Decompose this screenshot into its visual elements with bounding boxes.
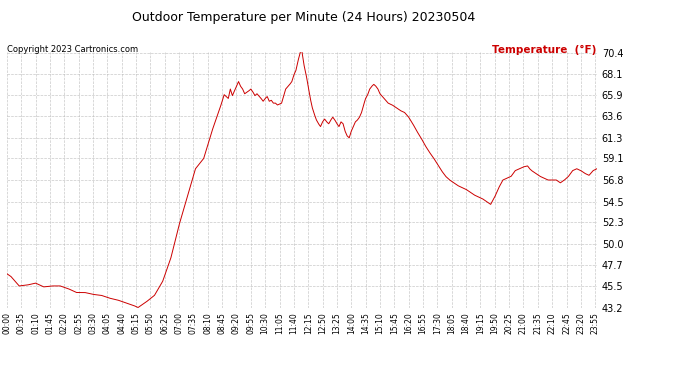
Text: Temperature  (°F): Temperature (°F): [493, 45, 597, 55]
Text: Copyright 2023 Cartronics.com: Copyright 2023 Cartronics.com: [7, 45, 138, 54]
Text: Outdoor Temperature per Minute (24 Hours) 20230504: Outdoor Temperature per Minute (24 Hours…: [132, 11, 475, 24]
